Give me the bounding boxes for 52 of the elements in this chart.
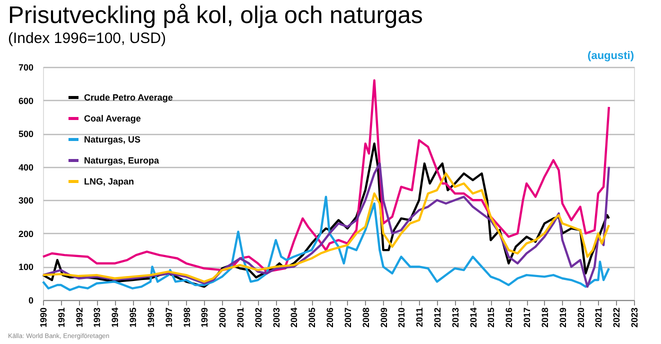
x-tick-label: 2020 [576, 308, 586, 328]
chart-title: Prisutveckling på kol, olja och naturgas [8, 2, 423, 29]
x-tick-label: 1993 [92, 308, 102, 328]
x-tick-label: 2004 [289, 308, 300, 328]
x-tick-label: 2014 [468, 308, 478, 328]
y-tick-label: 100 [18, 262, 34, 272]
x-tick-label: 2017 [522, 308, 532, 328]
legend-label: LNG, Japan [84, 176, 134, 186]
x-tick-label: 2000 [218, 308, 228, 328]
text: (augusti) [588, 50, 634, 62]
legend-label: Naturgas, US [84, 134, 141, 144]
x-tick-label: 1995 [128, 308, 138, 328]
x-tick-label: 2003 [271, 308, 282, 328]
x-tick-label: 2015 [486, 308, 496, 328]
x-tick-label: 1998 [182, 308, 192, 328]
x-tick-label: 2021 [594, 308, 604, 328]
x-tick-label: 1990 [38, 308, 48, 328]
x-tick-label: 1999 [200, 308, 210, 328]
x-tick-label: 2002 [253, 308, 264, 328]
legend-label: Crude Petro Average [84, 92, 173, 102]
x-tick-label: 2019 [558, 308, 568, 328]
legend-label: Naturgas, Europa [84, 156, 160, 166]
y-tick-label: 700 [18, 62, 34, 72]
chart-subtitle: (Index 1996=100, USD) [8, 30, 166, 47]
x-tick-label: 1994 [110, 308, 120, 328]
x-tick-label: 2005 [307, 308, 318, 328]
y-tick-label: 300 [18, 196, 34, 206]
x-tick-label: 2022 [612, 308, 622, 328]
line-series [42, 79, 610, 273]
x-tick-label: 1997 [164, 308, 174, 328]
x-tick-label: 2007 [342, 308, 353, 328]
x-tick-label: 2001 [236, 308, 246, 328]
y-tick-label: 400 [18, 162, 34, 172]
x-tick-label: 2018 [540, 308, 550, 328]
x-tick-label: 2009 [378, 308, 389, 328]
x-tick-label: 2006 [325, 308, 336, 328]
x-tick-label: 2012 [432, 308, 442, 328]
line-series [42, 196, 610, 292]
x-tick-label: 2016 [504, 308, 514, 328]
x-tick-label: 1996 [146, 308, 156, 328]
x-tick-label: 2011 [414, 308, 425, 328]
legend-label: Coal Average [84, 114, 141, 124]
x-tick-label: 2008 [360, 308, 371, 328]
x-tick-label: 2010 [396, 308, 407, 328]
x-tick-label: 2013 [450, 308, 460, 328]
x-tick-label: 1991 [56, 308, 66, 328]
y-tick-label: 500 [18, 129, 34, 140]
y-tick-label: 0 [28, 296, 34, 306]
x-tick-label: 1992 [74, 308, 84, 328]
x-tick-label: 2023 [630, 308, 640, 328]
y-tick-label: 200 [18, 228, 34, 239]
y-tick-label: 600 [18, 96, 34, 106]
